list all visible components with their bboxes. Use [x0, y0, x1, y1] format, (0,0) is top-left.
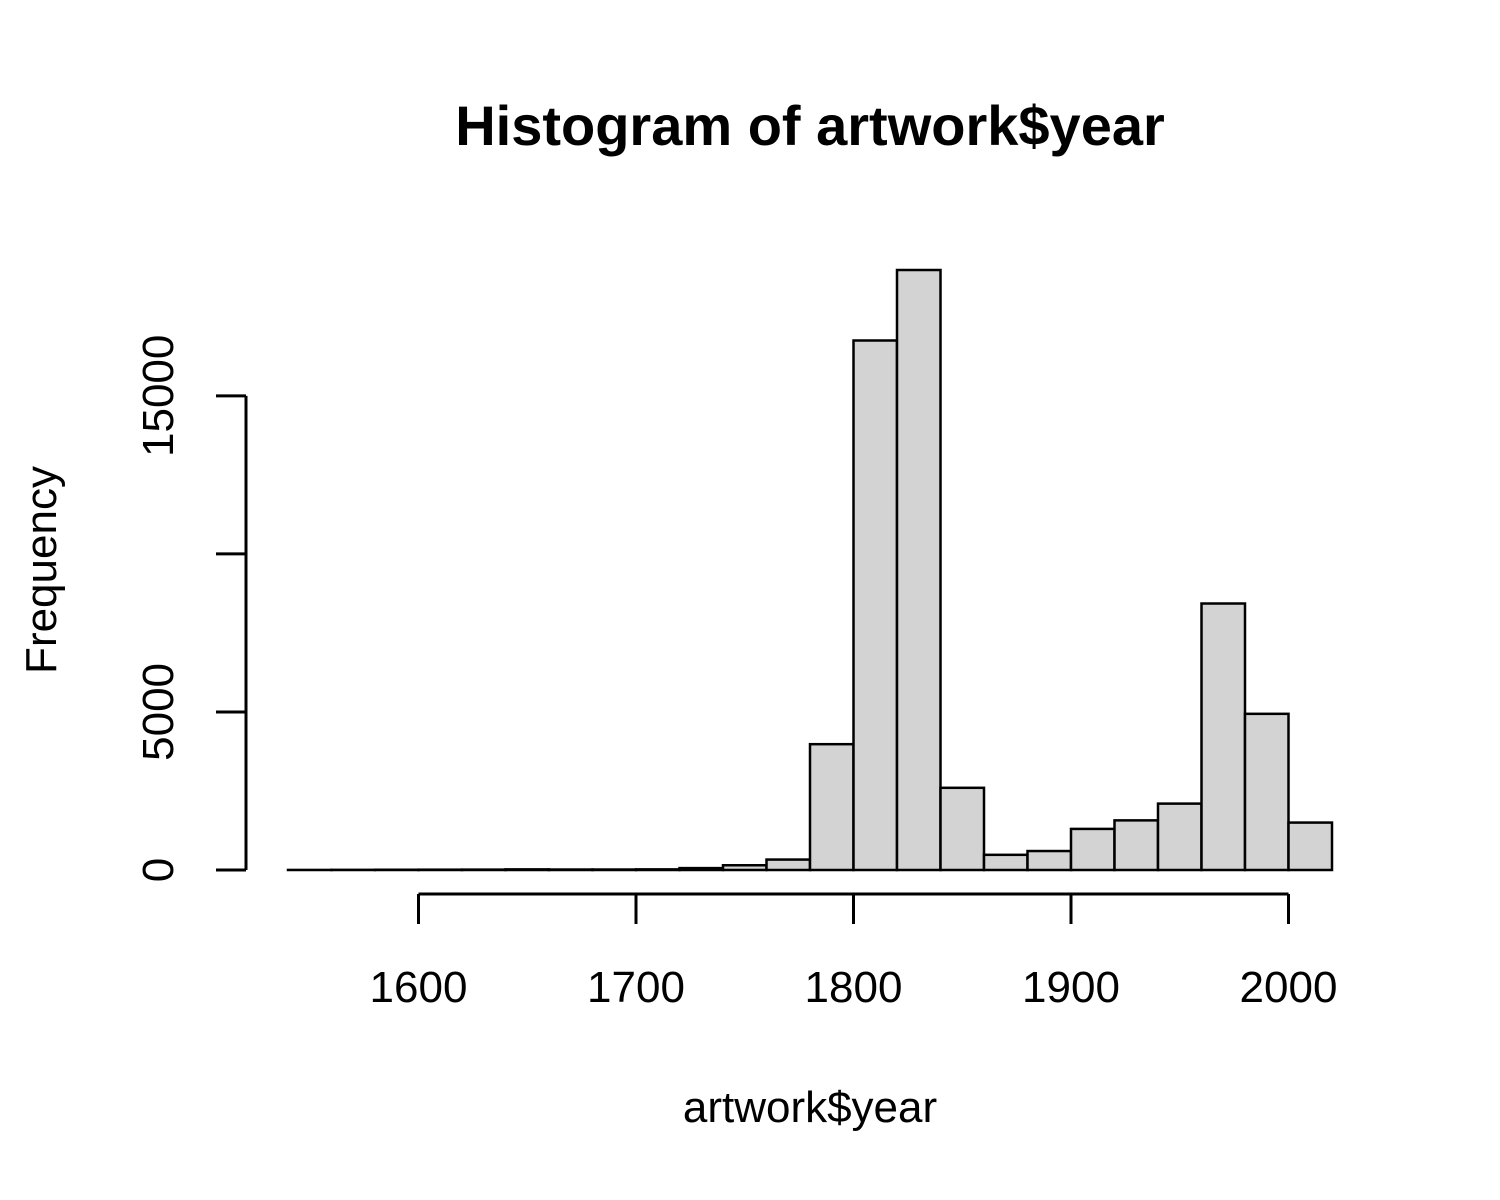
histogram-bar: [939, 786, 986, 872]
histogram-bar: [1156, 802, 1203, 872]
x-tick-label: 1600: [370, 963, 468, 1012]
histogram-bar: [1200, 602, 1247, 872]
histogram-bar: [982, 853, 1029, 872]
x-tick-label: 2000: [1240, 963, 1338, 1012]
x-tick-label: 1700: [587, 963, 685, 1012]
histogram-bar: [1243, 712, 1290, 872]
x-tick-label: 1800: [805, 963, 903, 1012]
y-axis-label: Frequency: [17, 466, 66, 674]
histogram-bar: [678, 866, 725, 872]
x-axis-label: artwork$year: [683, 1083, 937, 1132]
histogram-bar: [1287, 821, 1334, 872]
bars-group: [286, 268, 1334, 872]
histogram-bar: [1113, 819, 1160, 872]
histogram-bar: [504, 868, 551, 872]
y-tick-label: 0: [134, 858, 183, 882]
histogram-bar: [808, 742, 855, 872]
y-axis: 0 5000 15000: [134, 335, 248, 882]
histogram-bar: [634, 868, 681, 872]
histogram-bar: [765, 858, 812, 872]
y-tick-label: 5000: [134, 663, 183, 761]
histogram-bar: [1026, 849, 1073, 872]
histogram-bar: [852, 339, 899, 872]
y-tick-label: 15000: [134, 335, 183, 457]
histogram-bar: [721, 864, 768, 872]
chart-title: Histogram of artwork$year: [455, 94, 1165, 157]
histogram-bar: [895, 268, 942, 872]
x-axis: 1600 1700 1800 1900 2000: [370, 892, 1338, 1012]
histogram-bar: [1069, 827, 1116, 872]
x-tick-label: 1900: [1022, 963, 1120, 1012]
